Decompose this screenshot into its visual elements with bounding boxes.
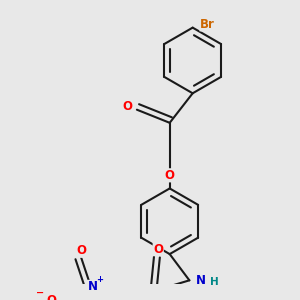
Text: H: H — [210, 277, 218, 287]
Text: +: + — [97, 275, 104, 284]
Text: N: N — [88, 280, 98, 293]
Text: O: O — [122, 100, 132, 113]
Text: O: O — [165, 169, 175, 182]
Text: O: O — [46, 293, 57, 300]
Text: −: − — [36, 288, 44, 298]
Text: O: O — [153, 243, 163, 256]
Text: O: O — [76, 244, 86, 257]
Text: Br: Br — [200, 18, 215, 31]
Text: N: N — [196, 274, 206, 287]
